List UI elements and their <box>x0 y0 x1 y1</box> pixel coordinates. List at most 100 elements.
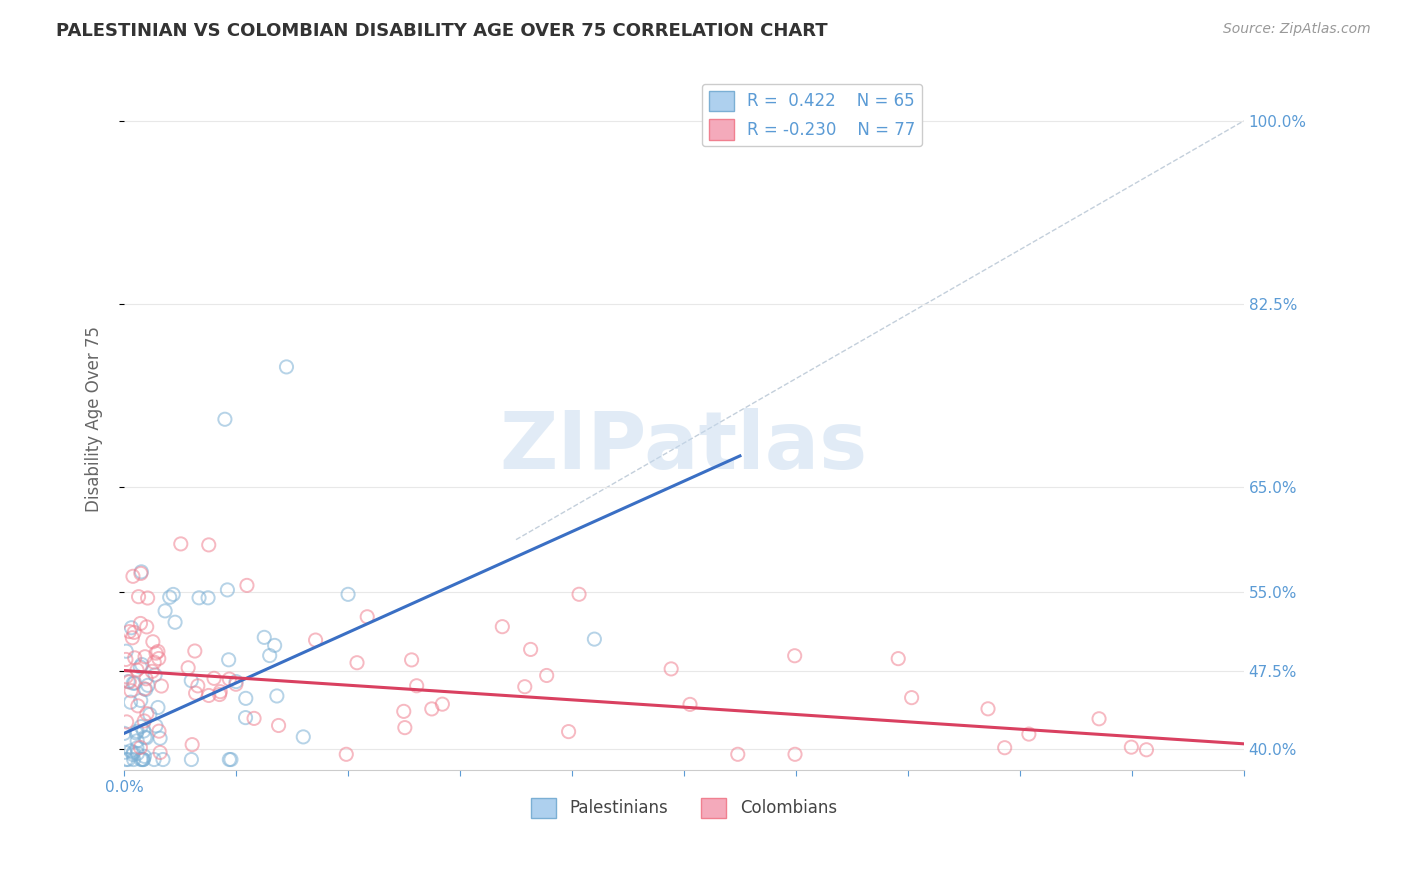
Point <box>218 653 240 667</box>
Point <box>118 674 141 689</box>
Point <box>727 747 749 762</box>
Point <box>1121 740 1143 755</box>
Point <box>148 724 170 739</box>
Point <box>266 689 288 703</box>
Point <box>225 677 247 691</box>
Point <box>184 644 207 658</box>
Point <box>125 726 148 740</box>
Point <box>184 686 207 700</box>
Point <box>134 681 156 696</box>
Point <box>120 683 142 698</box>
Point <box>392 704 415 718</box>
Point <box>197 591 219 605</box>
Point <box>209 684 232 698</box>
Point <box>136 678 159 692</box>
Point <box>118 624 141 639</box>
Point <box>114 745 136 759</box>
Point <box>236 578 259 592</box>
Point <box>124 651 146 665</box>
Point <box>263 639 285 653</box>
Point <box>134 730 156 744</box>
Point <box>900 690 922 705</box>
Point <box>276 359 298 374</box>
Point <box>1135 743 1157 757</box>
Point <box>225 674 247 689</box>
Point <box>568 587 591 601</box>
Text: ZIPatlas: ZIPatlas <box>499 409 868 486</box>
Point <box>149 746 172 760</box>
Point <box>134 749 156 764</box>
Point <box>783 747 806 762</box>
Point <box>679 698 702 712</box>
Point <box>583 632 606 647</box>
Point <box>536 668 558 682</box>
Point <box>134 649 156 664</box>
Point <box>887 651 910 665</box>
Point <box>145 719 167 733</box>
Point <box>127 747 149 761</box>
Point <box>146 644 169 658</box>
Point <box>132 752 155 766</box>
Point <box>143 655 166 669</box>
Point <box>129 740 152 755</box>
Point <box>122 625 145 640</box>
Point <box>129 660 152 674</box>
Point <box>135 706 157 721</box>
Point <box>122 676 145 690</box>
Point <box>122 752 145 766</box>
Point <box>659 662 682 676</box>
Point <box>121 631 143 645</box>
Point <box>129 693 152 707</box>
Point <box>125 663 148 677</box>
Point <box>143 668 166 682</box>
Point <box>117 752 139 766</box>
Point <box>208 688 231 702</box>
Point <box>145 646 167 660</box>
Point <box>129 566 152 581</box>
Point <box>146 700 169 714</box>
Point <box>149 731 172 746</box>
Point <box>120 621 142 635</box>
Point <box>977 702 1000 716</box>
Point <box>180 673 202 688</box>
Point <box>122 747 145 762</box>
Point <box>292 730 315 744</box>
Point <box>125 724 148 739</box>
Point <box>259 648 281 663</box>
Point <box>115 644 138 658</box>
Point <box>337 587 360 601</box>
Point <box>131 752 153 766</box>
Point <box>177 661 200 675</box>
Point <box>401 653 423 667</box>
Point <box>187 679 209 693</box>
Point <box>117 674 139 689</box>
Point <box>127 734 149 748</box>
Point <box>519 642 541 657</box>
Point <box>165 615 187 630</box>
Point <box>135 672 157 686</box>
Point <box>150 679 173 693</box>
Point <box>127 698 149 713</box>
Point <box>170 537 193 551</box>
Text: Source: ZipAtlas.com: Source: ZipAtlas.com <box>1223 22 1371 37</box>
Point <box>181 738 204 752</box>
Point <box>783 648 806 663</box>
Point <box>115 670 138 684</box>
Point <box>159 591 181 605</box>
Point <box>142 634 165 648</box>
Y-axis label: Disability Age Over 75: Disability Age Over 75 <box>86 326 103 512</box>
Point <box>131 565 153 579</box>
Point <box>197 538 219 552</box>
Point <box>129 616 152 631</box>
Point <box>143 752 166 766</box>
Point <box>139 707 162 722</box>
Point <box>217 582 239 597</box>
Point <box>129 720 152 734</box>
Point <box>513 680 536 694</box>
Point <box>115 752 138 766</box>
Point <box>420 702 443 716</box>
Point <box>122 746 145 760</box>
Point <box>131 657 153 672</box>
Point <box>214 412 236 426</box>
Point <box>491 620 513 634</box>
